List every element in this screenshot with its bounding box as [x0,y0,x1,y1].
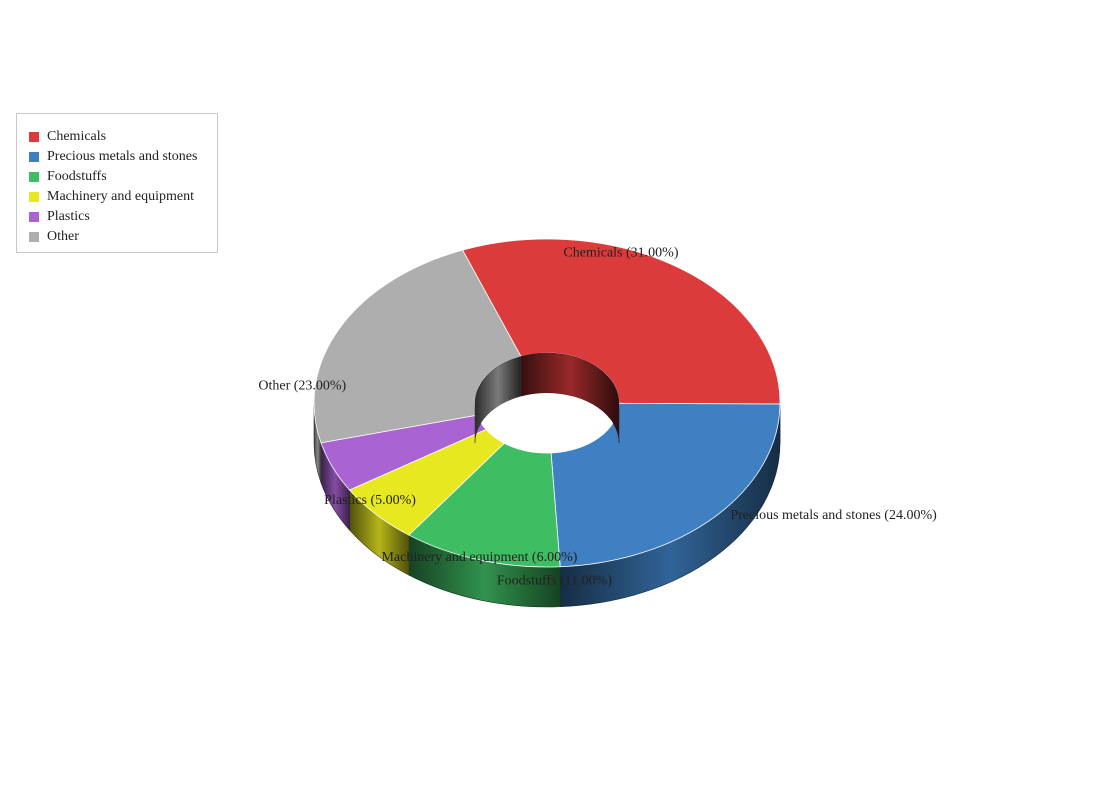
legend-label: Plastics [47,209,90,224]
legend-item-other[interactable]: Other [29,227,217,247]
slice-inner-wall [474,356,522,444]
data-label: Foodstuffs (11.00%) [497,573,612,588]
legend-item-foodstuffs[interactable]: Foodstuffs [29,167,217,187]
legend-label: Chemicals [47,129,107,144]
legend-swatch [29,232,39,242]
legend-label: Other [47,229,79,244]
legend-swatch [29,192,39,202]
legend-swatch [29,132,39,142]
inner-walls [474,352,620,453]
slice-labels: Chemicals (31.00%) Precious metals and st… [258,245,937,588]
legend-swatch [29,212,39,222]
data-label: Plastics (5.00%) [324,493,416,508]
legend-item-chemicals[interactable]: Chemicals [29,127,217,147]
legend: Chemicals Precious metals and stones Foo… [16,113,218,253]
slice-faces [313,238,781,568]
data-label: Other (23.00%) [258,378,346,393]
legend-item-machinery[interactable]: Machinery and equipment [29,187,217,207]
legend-label: Foodstuffs [47,169,107,184]
data-label: Precious metals and stones (24.00%) [730,508,937,523]
donut-hole [475,393,619,453]
legend-swatch [29,172,39,182]
outer-walls [313,402,781,608]
legend-swatch [29,152,39,162]
data-label: Machinery and equipment (6.00%) [381,550,577,565]
legend-label: Machinery and equipment [47,189,194,204]
legend-label: Precious metals and stones [47,149,198,164]
legend-item-plastics[interactable]: Plastics [29,207,217,227]
data-label: Chemicals (31.00%) [563,245,678,260]
legend-item-precious-metals[interactable]: Precious metals and stones [29,147,217,167]
